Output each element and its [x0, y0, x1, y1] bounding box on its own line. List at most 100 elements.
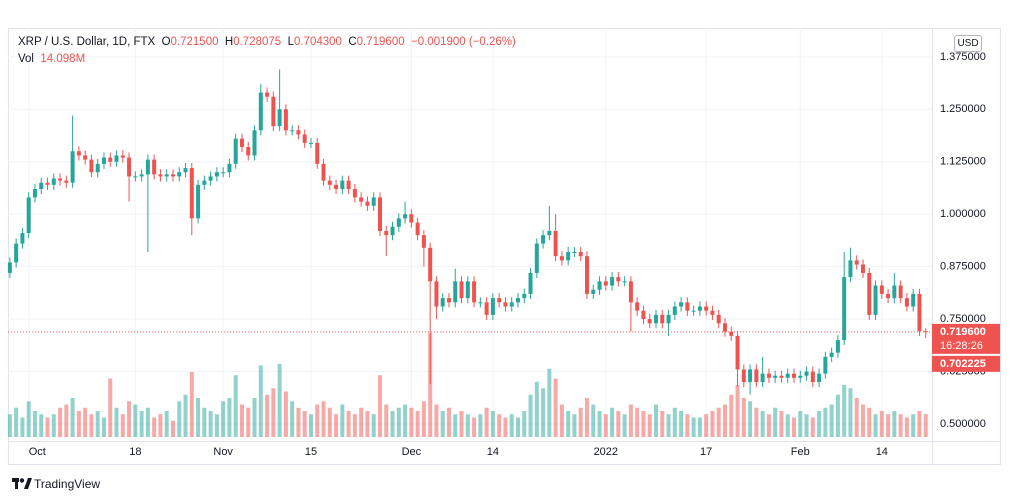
volume-bar — [396, 407, 401, 437]
volume-bar — [716, 407, 721, 437]
candle-body — [867, 272, 872, 315]
volume-bar — [835, 394, 840, 437]
volume-bar — [528, 394, 533, 437]
candle-body — [503, 302, 508, 307]
y-tick-label: 1.375000 — [940, 51, 986, 63]
volume-bar — [415, 411, 420, 437]
candle-body — [384, 230, 389, 236]
candle-body — [421, 235, 426, 248]
volume-bar — [453, 414, 458, 437]
candle-body — [453, 281, 458, 303]
volume-bar — [265, 394, 270, 437]
volume-bar — [860, 404, 865, 437]
candle-body — [697, 306, 702, 311]
volume-bar — [515, 417, 520, 437]
volume-bar — [271, 388, 276, 437]
volume-bar — [308, 414, 313, 437]
volume-bar — [748, 401, 753, 437]
volume-bar — [101, 417, 106, 437]
candle-body — [898, 285, 903, 299]
candle-body — [45, 182, 50, 185]
candle-body — [183, 168, 188, 173]
candle-body — [290, 130, 295, 132]
candle-body — [779, 375, 784, 378]
candle-body — [327, 180, 332, 185]
volume-bar — [791, 417, 796, 437]
candle-body — [653, 314, 658, 324]
volume-bar — [635, 407, 640, 437]
x-tick-label: 15 — [305, 446, 317, 458]
candle-body — [158, 174, 163, 177]
candle-body — [566, 251, 571, 261]
volume-bar — [346, 411, 351, 437]
candle-body — [101, 157, 106, 164]
candle-body — [584, 256, 589, 294]
volume-bar — [446, 407, 451, 437]
volume-bar — [779, 411, 784, 437]
candle-body — [170, 174, 175, 177]
candle-body — [773, 375, 778, 378]
candle-body — [497, 298, 502, 303]
volume-bar — [679, 411, 684, 437]
volume-bar — [892, 411, 897, 437]
volume-bar — [886, 414, 891, 437]
candle-body — [541, 235, 546, 244]
candle-body — [628, 281, 633, 303]
volume-bar — [252, 398, 257, 437]
volume-bar — [722, 404, 727, 437]
volume-bar — [490, 411, 495, 437]
candle-body — [904, 298, 909, 307]
volume-bar — [484, 407, 489, 437]
grid — [8, 28, 932, 441]
volume-bar — [64, 404, 69, 437]
y-tick-label: 0.875000 — [940, 261, 986, 273]
volume-bar — [258, 365, 263, 437]
volume-bar — [804, 414, 809, 437]
candle-body — [302, 134, 307, 143]
volume-bar — [785, 414, 790, 437]
volume-bar — [302, 411, 307, 437]
candle-body — [804, 371, 809, 376]
x-tick-label: Dec — [402, 446, 422, 458]
candle-body — [603, 281, 608, 286]
candle-body — [553, 230, 558, 257]
volume-bar — [559, 404, 564, 437]
volume-bar — [196, 398, 201, 437]
candle-body — [271, 96, 276, 127]
volume-bar — [352, 414, 357, 437]
candle-body — [660, 314, 665, 324]
candle-body — [817, 373, 822, 383]
volume-bar — [277, 363, 282, 437]
candle-body — [252, 130, 257, 156]
volume-legend: Vol 14.098M — [18, 53, 85, 65]
candle-body — [578, 251, 583, 257]
candle-body — [879, 285, 884, 294]
candle-body — [246, 147, 251, 156]
volume-bar — [823, 407, 828, 437]
candle-body — [484, 302, 489, 315]
candle-body — [472, 281, 477, 303]
candle-body — [214, 172, 219, 177]
volume-bar — [14, 407, 19, 437]
volume-bar — [340, 404, 345, 437]
volume-bar — [710, 411, 715, 437]
candle-body — [340, 180, 345, 190]
volume-bar — [403, 404, 408, 437]
candle-body — [189, 168, 194, 219]
volume-bar — [26, 401, 31, 437]
volume-bar — [164, 411, 169, 437]
volume-bar — [133, 404, 138, 437]
volume-bar — [377, 375, 382, 437]
volume-bar — [95, 411, 100, 437]
candle-body — [396, 218, 401, 227]
candle-body — [490, 298, 495, 315]
volume-bar — [653, 404, 658, 437]
currency-button[interactable]: USD — [954, 35, 982, 52]
candle-body — [641, 310, 646, 320]
candle-body — [509, 302, 514, 307]
volume-bar — [20, 417, 25, 437]
l-label: L — [287, 36, 294, 48]
volume-bar — [177, 401, 182, 437]
candle-body — [277, 109, 282, 127]
candle-body — [164, 174, 169, 177]
